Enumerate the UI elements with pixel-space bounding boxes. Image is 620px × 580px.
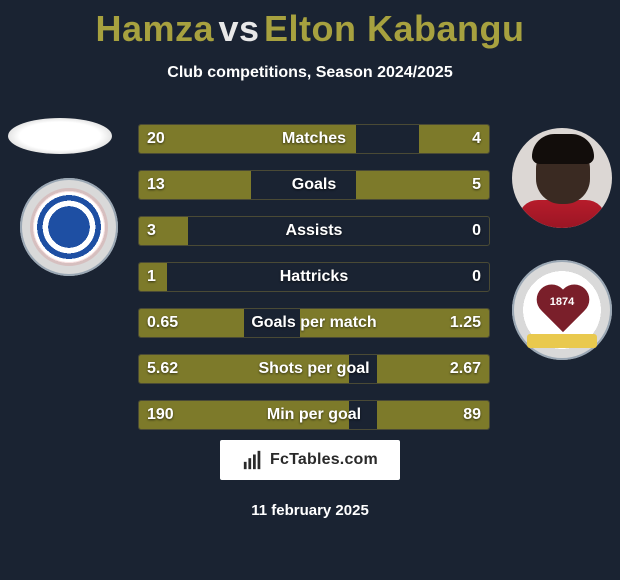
stat-row: 204Matches (138, 124, 490, 154)
stats-area: 204Matches 135Goals 30Assists 10Hattricks 0.… (138, 124, 490, 446)
stat-row: 19089Min per goal (138, 400, 490, 430)
player2-photo (512, 128, 612, 228)
player1-club-crest-icon (20, 178, 118, 276)
stat-row: 135Goals (138, 170, 490, 200)
stat-label: Goals per match (139, 309, 489, 337)
brand-box: FcTables.com (220, 440, 400, 480)
crest-year: 1874 (512, 296, 612, 308)
stat-row: 30Assists (138, 216, 490, 246)
title-row: Hamza vs Elton Kabangu (0, 0, 620, 50)
subtitle-text: Club competitions, Season 2024/2025 (0, 64, 620, 82)
stat-label: Assists (139, 217, 489, 245)
stat-label: Hattricks (139, 263, 489, 291)
vs-text: vs (219, 8, 260, 49)
player1-photo (8, 118, 112, 154)
brand-text: FcTables.com (270, 451, 378, 469)
chart-bars-icon (242, 449, 264, 471)
stat-label: Shots per goal (139, 355, 489, 383)
stat-row: 10Hattricks (138, 262, 490, 292)
stat-label: Matches (139, 125, 489, 153)
stat-row: 0.651.25Goals per match (138, 308, 490, 338)
stat-row: 5.622.67Shots per goal (138, 354, 490, 384)
player1-name: Hamza (95, 8, 214, 49)
stat-label: Min per goal (139, 401, 489, 429)
player2-club-crest-icon: 1874 (512, 260, 612, 360)
player2-name: Elton Kabangu (264, 8, 525, 49)
date-text: 11 february 2025 (0, 502, 620, 519)
stat-label: Goals (139, 171, 489, 199)
